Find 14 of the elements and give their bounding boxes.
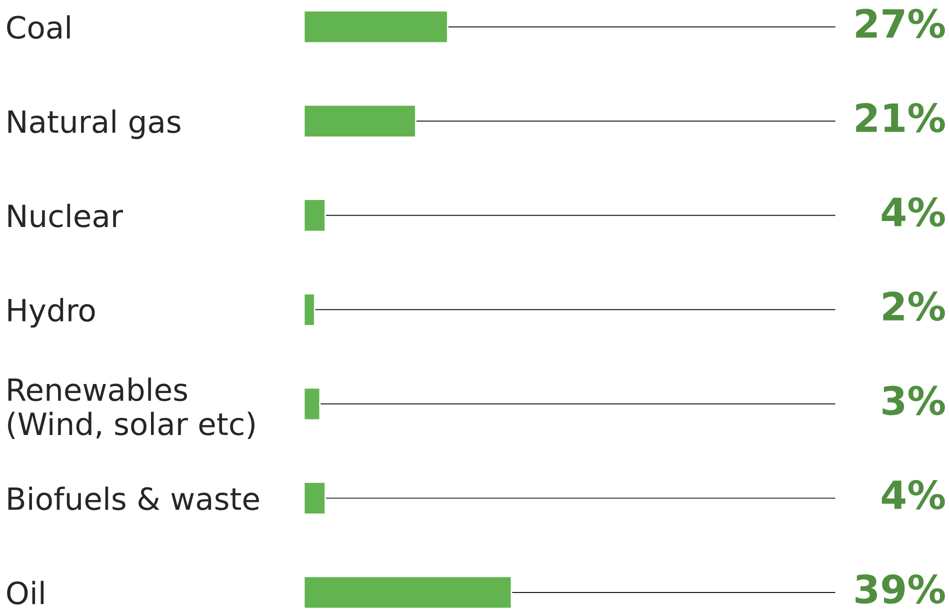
- y-tick-label: Hydro: [8, 298, 95, 328]
- y-tick-label: Biofuels & waste: [8, 486, 259, 510]
- data-label: 21%: [856, 102, 945, 132]
- data-label: 4%: [882, 197, 945, 227]
- y-tick-label: Renewables (Wind, solar etc): [8, 378, 254, 439]
- data-label: 27%: [856, 8, 945, 38]
- data-label: 2%: [883, 292, 945, 321]
- data-label: 39%: [856, 574, 945, 604]
- y-tick-label: Coal: [7, 15, 70, 39]
- y-tick-label: Natural gas: [8, 110, 180, 140]
- y-tick-label: Nuclear: [8, 204, 123, 228]
- data-label: 4%: [882, 480, 945, 510]
- y-tick-label: Oil: [7, 580, 44, 604]
- data-label: 3%: [882, 386, 945, 416]
